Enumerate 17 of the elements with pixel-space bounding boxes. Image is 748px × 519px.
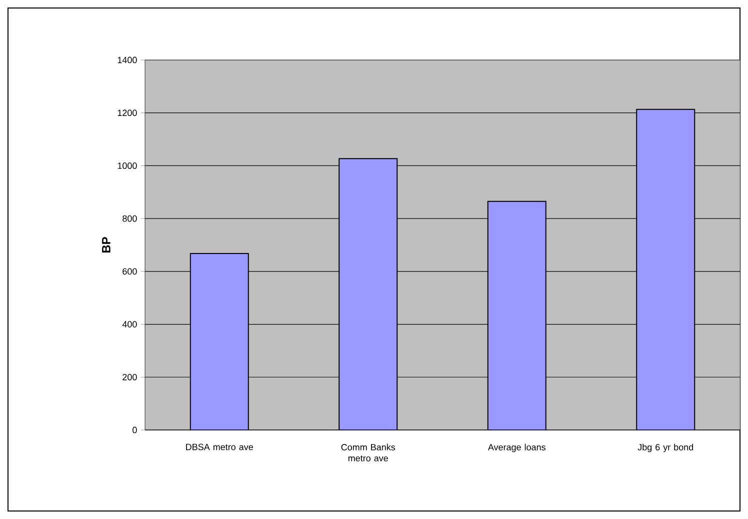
y-tick-label: 800 — [122, 215, 137, 222]
y-tick-label: 1400 — [118, 56, 137, 64]
y-axis-title: BP — [102, 237, 110, 253]
y-tick-label: 1200 — [118, 110, 137, 116]
x-tick-label: Average loans — [488, 444, 546, 452]
y-tick-label: 200 — [122, 374, 137, 380]
y-tick-label: 400 — [122, 321, 137, 328]
x-tick-label: Comm Banks metro ave — [341, 444, 396, 462]
x-tick-label: DBSA metro ave — [186, 444, 253, 450]
y-tick-label: 600 — [122, 268, 137, 275]
bar — [636, 108, 696, 430]
x-tick-label: Jbg 6 yr bond — [638, 444, 694, 452]
bar — [487, 200, 546, 430]
bar — [338, 158, 398, 430]
bar — [190, 252, 249, 430]
y-tick-label: 0 — [132, 426, 137, 434]
y-tick-label: 1000 — [118, 162, 137, 169]
